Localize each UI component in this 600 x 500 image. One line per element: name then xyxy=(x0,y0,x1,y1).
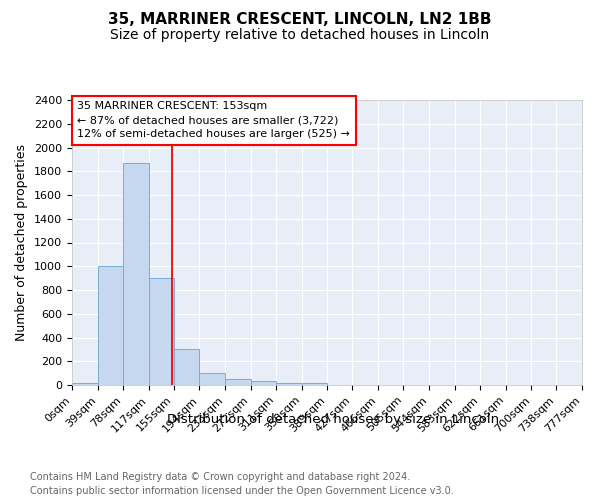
Bar xyxy=(174,350,199,385)
Y-axis label: Number of detached properties: Number of detached properties xyxy=(16,144,28,341)
Bar xyxy=(98,266,123,385)
Bar xyxy=(149,278,174,385)
Bar xyxy=(123,163,149,385)
Text: Distribution of detached houses by size in Lincoln: Distribution of detached houses by size … xyxy=(167,412,499,426)
Text: 35 MARRINER CRESCENT: 153sqm
← 87% of detached houses are smaller (3,722)
12% of: 35 MARRINER CRESCENT: 153sqm ← 87% of de… xyxy=(77,101,350,139)
Bar xyxy=(251,382,276,385)
Bar xyxy=(302,382,328,385)
Bar xyxy=(276,382,302,385)
Text: Size of property relative to detached houses in Lincoln: Size of property relative to detached ho… xyxy=(110,28,490,42)
Bar xyxy=(72,382,98,385)
Text: 35, MARRINER CRESCENT, LINCOLN, LN2 1BB: 35, MARRINER CRESCENT, LINCOLN, LN2 1BB xyxy=(108,12,492,28)
Text: Contains HM Land Registry data © Crown copyright and database right 2024.: Contains HM Land Registry data © Crown c… xyxy=(30,472,410,482)
Bar xyxy=(199,373,225,385)
Bar xyxy=(225,379,251,385)
Text: Contains public sector information licensed under the Open Government Licence v3: Contains public sector information licen… xyxy=(30,486,454,496)
